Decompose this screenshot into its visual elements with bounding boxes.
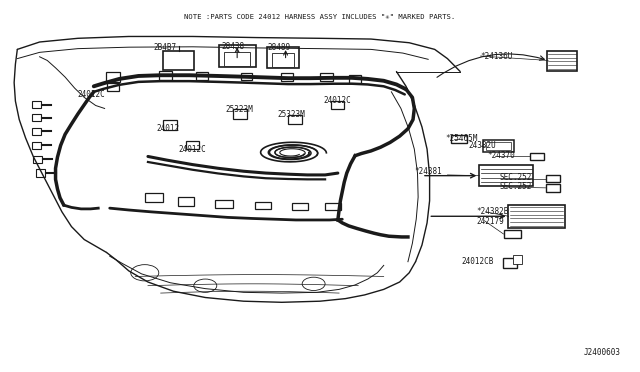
Bar (216, 200, 234, 208)
Text: 24382U: 24382U (468, 141, 496, 150)
Bar (33, 156, 42, 163)
Bar (106, 72, 120, 82)
Text: SEC.252: SEC.252 (500, 173, 532, 182)
Text: 24012C: 24012C (179, 145, 206, 154)
Bar (547, 51, 577, 71)
Bar (545, 175, 559, 182)
Bar (145, 193, 163, 202)
Bar (178, 198, 194, 206)
Bar (159, 71, 172, 80)
Bar (219, 45, 255, 67)
Bar (241, 73, 252, 80)
Bar (225, 52, 250, 65)
Bar (32, 101, 41, 109)
Text: *24370: *24370 (487, 151, 515, 160)
Bar (32, 114, 41, 121)
Bar (186, 141, 199, 150)
Text: 24012C: 24012C (78, 90, 106, 99)
Text: 24012CB: 24012CB (461, 257, 494, 266)
Text: 24012: 24012 (156, 124, 179, 133)
Bar (281, 73, 292, 81)
Text: J2400603: J2400603 (584, 347, 621, 357)
Bar (32, 128, 41, 135)
Bar (234, 109, 247, 119)
Bar (255, 202, 271, 209)
Bar (479, 165, 533, 186)
Text: *25465M: *25465M (445, 134, 477, 142)
Bar (107, 83, 118, 91)
Text: *24136U: *24136U (481, 52, 513, 61)
Text: 2B4B7: 2B4B7 (153, 43, 176, 52)
Text: *24382B: *24382B (476, 206, 509, 216)
Text: 25323M: 25323M (226, 105, 253, 114)
Text: 28489: 28489 (267, 44, 290, 52)
Bar (320, 73, 333, 81)
Text: 28438: 28438 (221, 42, 244, 51)
Bar (36, 169, 45, 177)
Bar (272, 53, 294, 67)
Bar (530, 153, 543, 160)
Bar (292, 203, 308, 210)
Bar (545, 184, 559, 192)
Bar (503, 258, 517, 268)
Text: 24012C: 24012C (323, 96, 351, 105)
Text: NOTE :PARTS CODE 24012 HARNESS ASSY INCLUDES "✳" MARKED PARTS.: NOTE :PARTS CODE 24012 HARNESS ASSY INCL… (184, 14, 456, 20)
Bar (451, 135, 467, 143)
Text: 25323M: 25323M (277, 110, 305, 119)
Bar (483, 140, 514, 152)
Text: 242179: 242179 (476, 217, 504, 225)
Bar (486, 142, 511, 150)
Bar (267, 47, 299, 68)
Text: SEC.252: SEC.252 (500, 182, 532, 191)
Bar (504, 230, 522, 238)
Bar (32, 142, 41, 149)
Bar (163, 51, 194, 70)
Text: *24381: *24381 (414, 167, 442, 176)
Bar (196, 72, 208, 80)
Bar (349, 75, 361, 83)
Bar (163, 121, 177, 130)
Bar (287, 115, 301, 124)
Bar (508, 205, 565, 228)
Bar (324, 203, 340, 210)
Bar (513, 255, 522, 264)
Bar (332, 101, 344, 109)
